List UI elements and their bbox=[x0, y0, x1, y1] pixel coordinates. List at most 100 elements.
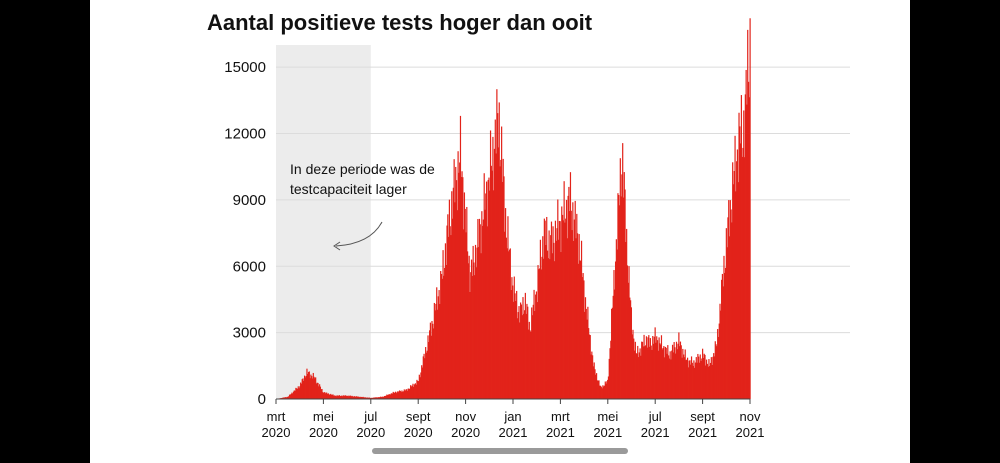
x-tick-label-month: mrt bbox=[551, 409, 570, 424]
data-bar bbox=[680, 345, 682, 399]
data-bar bbox=[282, 397, 284, 399]
annotation-arrowhead bbox=[333, 241, 341, 251]
data-bar bbox=[587, 306, 589, 399]
data-bar bbox=[394, 392, 396, 399]
data-bar bbox=[732, 184, 735, 399]
data-bar bbox=[337, 395, 339, 399]
data-bar bbox=[359, 397, 361, 399]
data-bar bbox=[746, 104, 748, 400]
data-bar bbox=[325, 392, 327, 399]
data-bar bbox=[719, 303, 721, 399]
data-bar bbox=[442, 250, 444, 399]
data-bar bbox=[312, 372, 314, 399]
data-bar bbox=[580, 240, 583, 399]
data-bar bbox=[721, 273, 724, 399]
data-bar bbox=[397, 391, 399, 399]
data-bar bbox=[331, 394, 333, 399]
data-bar bbox=[348, 396, 350, 399]
data-bar bbox=[290, 393, 292, 399]
data-bar bbox=[288, 394, 291, 399]
x-tick-label-month: mrt bbox=[267, 409, 286, 424]
data-bar bbox=[449, 226, 451, 399]
data-bar bbox=[649, 338, 651, 399]
data-bar bbox=[323, 392, 325, 399]
data-bar bbox=[485, 181, 488, 399]
data-bar bbox=[582, 273, 584, 399]
data-bar bbox=[564, 222, 566, 399]
data-bar bbox=[607, 379, 609, 399]
data-bar bbox=[407, 388, 409, 399]
data-bar bbox=[368, 397, 371, 399]
data-bar bbox=[360, 397, 363, 399]
data-bar bbox=[322, 392, 324, 399]
home-indicator[interactable] bbox=[372, 448, 628, 454]
data-bar bbox=[478, 247, 480, 399]
data-bar bbox=[536, 302, 538, 399]
data-bar bbox=[366, 397, 368, 399]
data-bar bbox=[576, 233, 579, 399]
data-bar bbox=[613, 270, 615, 399]
data-bar bbox=[652, 335, 654, 399]
data-bar bbox=[398, 392, 400, 399]
x-tick-label-year: 2021 bbox=[736, 425, 765, 440]
data-bar bbox=[683, 357, 686, 399]
data-bar bbox=[332, 394, 334, 399]
data-bar bbox=[688, 360, 690, 399]
data-bar bbox=[489, 130, 492, 399]
data-bar bbox=[430, 335, 432, 399]
data-bar bbox=[317, 382, 319, 399]
data-bar bbox=[673, 342, 675, 399]
data-bar bbox=[749, 18, 751, 400]
data-bar bbox=[319, 384, 321, 399]
data-bar bbox=[379, 397, 381, 399]
data-bar bbox=[472, 245, 474, 399]
x-tick-label-month: nov bbox=[740, 409, 761, 424]
data-bar bbox=[362, 396, 364, 399]
data-bar bbox=[624, 189, 626, 399]
data-bar bbox=[391, 393, 394, 399]
data-bar bbox=[670, 359, 672, 399]
data-bar bbox=[489, 190, 491, 399]
data-bar bbox=[326, 394, 329, 399]
data-bar bbox=[514, 293, 516, 399]
data-bar bbox=[641, 341, 643, 399]
data-bar bbox=[641, 341, 644, 399]
x-tick-label-month: jul bbox=[363, 409, 377, 424]
data-bar bbox=[305, 376, 307, 399]
data-bar bbox=[421, 365, 423, 399]
data-bar bbox=[427, 335, 429, 399]
data-bar bbox=[353, 396, 355, 399]
data-bar bbox=[295, 387, 297, 399]
data-bar bbox=[512, 285, 514, 399]
data-bar bbox=[605, 383, 607, 399]
data-bar bbox=[482, 225, 484, 399]
data-bar bbox=[541, 256, 543, 399]
data-bar bbox=[603, 386, 605, 399]
data-bar bbox=[309, 378, 311, 399]
data-bar bbox=[302, 378, 304, 399]
data-bar bbox=[577, 263, 579, 399]
data-bar bbox=[561, 206, 563, 399]
data-bar bbox=[415, 384, 417, 399]
data-bar bbox=[480, 253, 482, 399]
data-bar bbox=[630, 307, 633, 399]
data-bar bbox=[471, 275, 473, 399]
data-bar bbox=[636, 353, 638, 399]
data-bar bbox=[521, 315, 523, 399]
y-tick-label: 9000 bbox=[233, 192, 266, 209]
data-bar bbox=[733, 171, 735, 399]
annotation-text: testcapaciteit lager bbox=[290, 181, 407, 197]
data-bar bbox=[633, 338, 635, 399]
data-bar bbox=[720, 310, 722, 399]
data-bar bbox=[554, 220, 557, 399]
data-bar bbox=[408, 388, 410, 399]
data-bar bbox=[615, 239, 617, 399]
data-bar bbox=[535, 294, 537, 399]
data-bar bbox=[571, 230, 573, 399]
data-bar bbox=[647, 337, 649, 399]
data-bar bbox=[734, 135, 736, 399]
data-bar bbox=[722, 286, 724, 399]
data-bar bbox=[387, 394, 390, 399]
data-bar bbox=[741, 156, 743, 399]
data-bar bbox=[481, 211, 483, 399]
